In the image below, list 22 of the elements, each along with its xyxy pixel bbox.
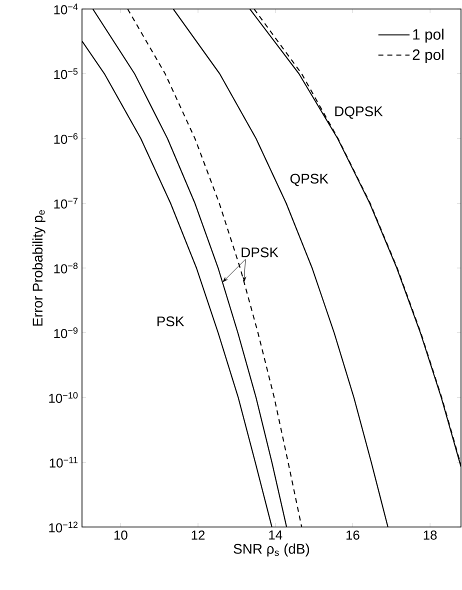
y-tick-label: 10$^{−10}$: [49, 392, 78, 403]
y-tick-label: 10$^{−11}$: [50, 456, 78, 468]
y-tick-label: 10$^{−8}$: [54, 262, 78, 274]
y-tick-label: 10$^{−4}$: [54, 4, 78, 14]
y-tick-label: 10$^{−12}$: [49, 522, 78, 532]
x-tick-label: 12: [192, 530, 205, 540]
y-tick-label: 10$^{−6}$: [54, 133, 78, 144]
y-axis-title: Error Probability p$_{e}$: [32, 210, 46, 326]
x-tick-label: 16: [346, 530, 360, 540]
x-tick-label: 14: [269, 530, 282, 540]
y-tick-label: 10$^{−7}$: [54, 198, 78, 209]
annotation: DQPSK: [335, 106, 383, 119]
y-tick-label: 10$^{−9}$: [54, 327, 78, 338]
legend-label: 2 pol: [412, 49, 444, 63]
x-axis-title: SNR ρ$_{s}$ (dB): [234, 544, 310, 557]
legend-label: 1 pol: [413, 28, 444, 43]
annotation: QPSK: [290, 174, 328, 186]
y-tick-label: 10$^{−5}$: [54, 68, 78, 80]
annotation: DPSK: [242, 247, 278, 258]
annotation: PSK: [157, 316, 184, 326]
x-tick-label: 18: [424, 530, 437, 540]
x-tick-label: 10: [114, 530, 128, 540]
